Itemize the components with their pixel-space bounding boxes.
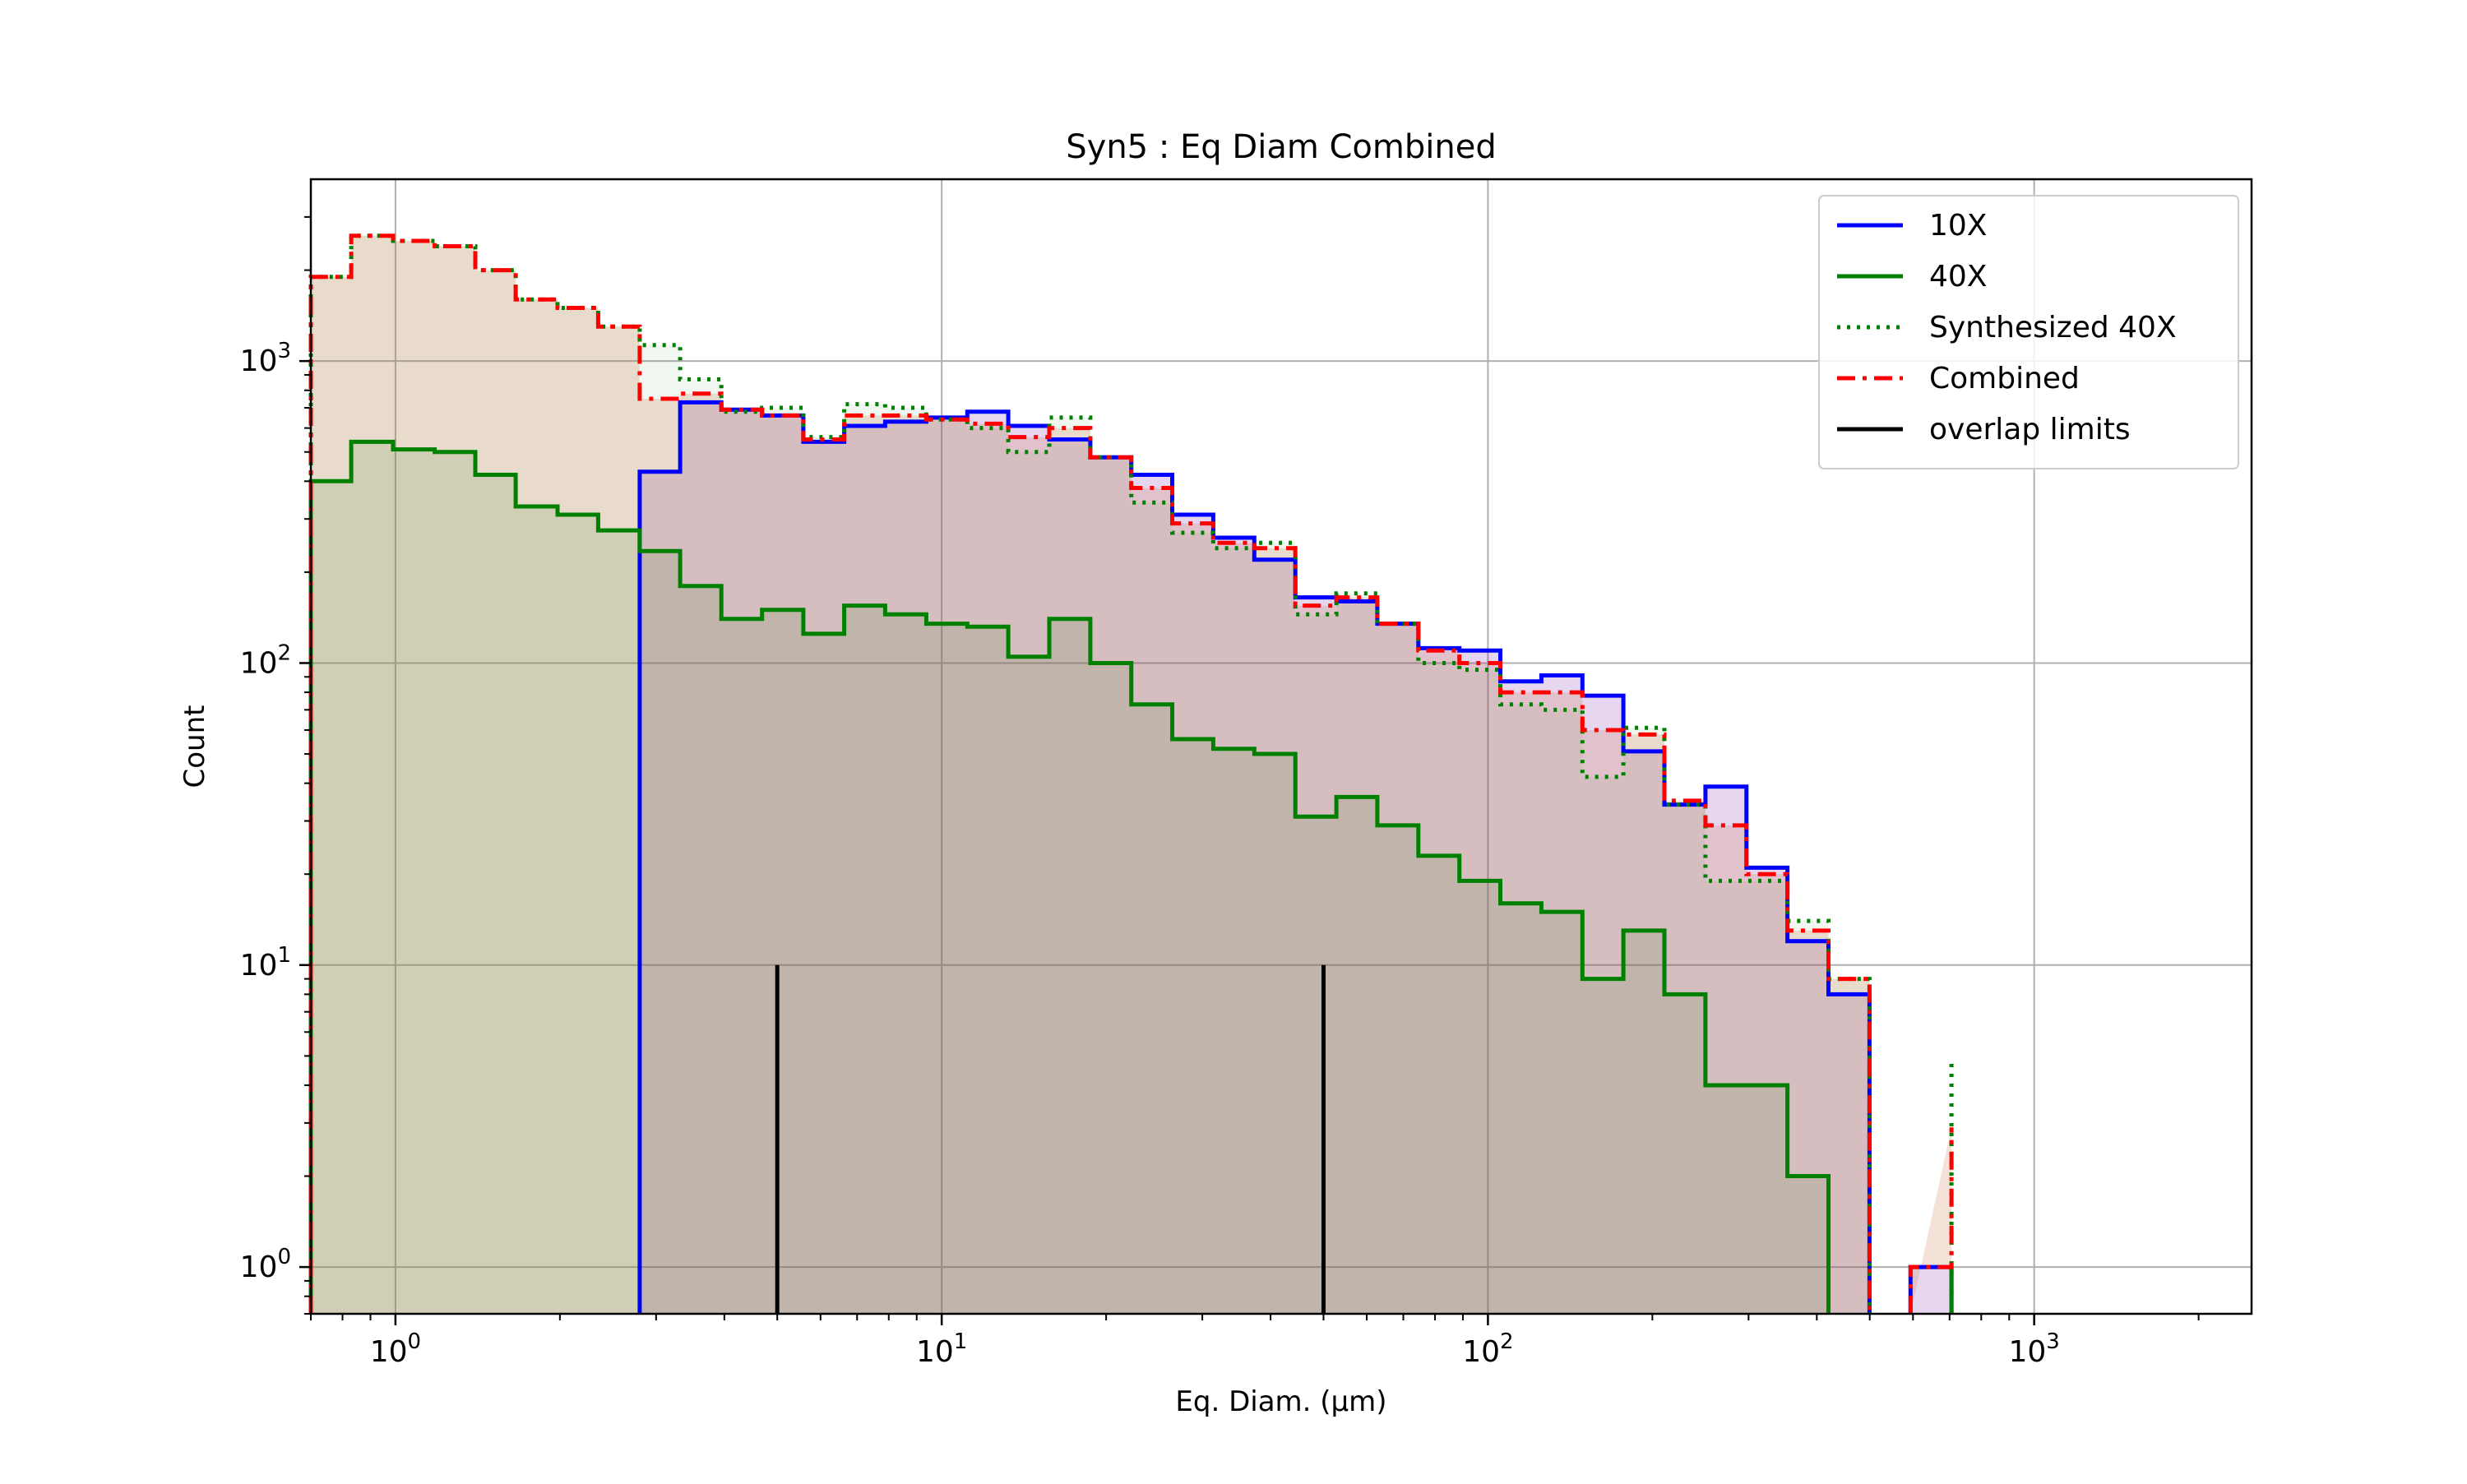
plot-frame <box>309 178 2253 1315</box>
y-axis-label: Count <box>178 705 211 788</box>
series-line-40x <box>308 439 1831 1314</box>
fill-10x <box>639 402 1870 1314</box>
legend-label: Combined <box>1929 362 2080 395</box>
x-tick-label: 100 <box>370 1329 421 1369</box>
series-line-combined <box>1908 1127 1954 1314</box>
legend-label: 10X <box>1929 209 1987 243</box>
fill-synthesized-40x <box>311 235 1870 1315</box>
legend-box <box>1818 195 2239 469</box>
chart-title: Syn5 : Eq Diam Combined <box>1066 128 1496 166</box>
y-tick-label: 100 <box>240 1245 291 1284</box>
fill-40x <box>311 442 1829 1314</box>
y-tick-label: 102 <box>240 640 291 680</box>
y-tick-label: 103 <box>240 339 291 378</box>
fill-combined <box>311 235 1870 1315</box>
x-tick-label: 102 <box>1462 1329 1513 1369</box>
x-axis-label: Eq. Diam. (µm) <box>1175 1385 1386 1418</box>
x-tick-label: 103 <box>2008 1329 2059 1369</box>
x-tick-label: 101 <box>916 1329 967 1369</box>
y-tick-label: 101 <box>240 943 291 982</box>
fill-10x <box>1910 1267 1952 1314</box>
legend-label: overlap limits <box>1929 413 2131 446</box>
legend-label: 40X <box>1929 260 1987 294</box>
legend-label: Synthesized 40X <box>1929 311 2177 344</box>
axes: 100 101 102 103 100 101 102 103 <box>240 178 2253 1369</box>
legend: 10X 40X Synthesized 40X Combined overlap lim… <box>1818 195 2239 469</box>
histogram-fills <box>311 235 1952 1315</box>
series-line-synthesized-40x <box>308 233 1872 1314</box>
histogram-lines <box>308 233 1954 1314</box>
